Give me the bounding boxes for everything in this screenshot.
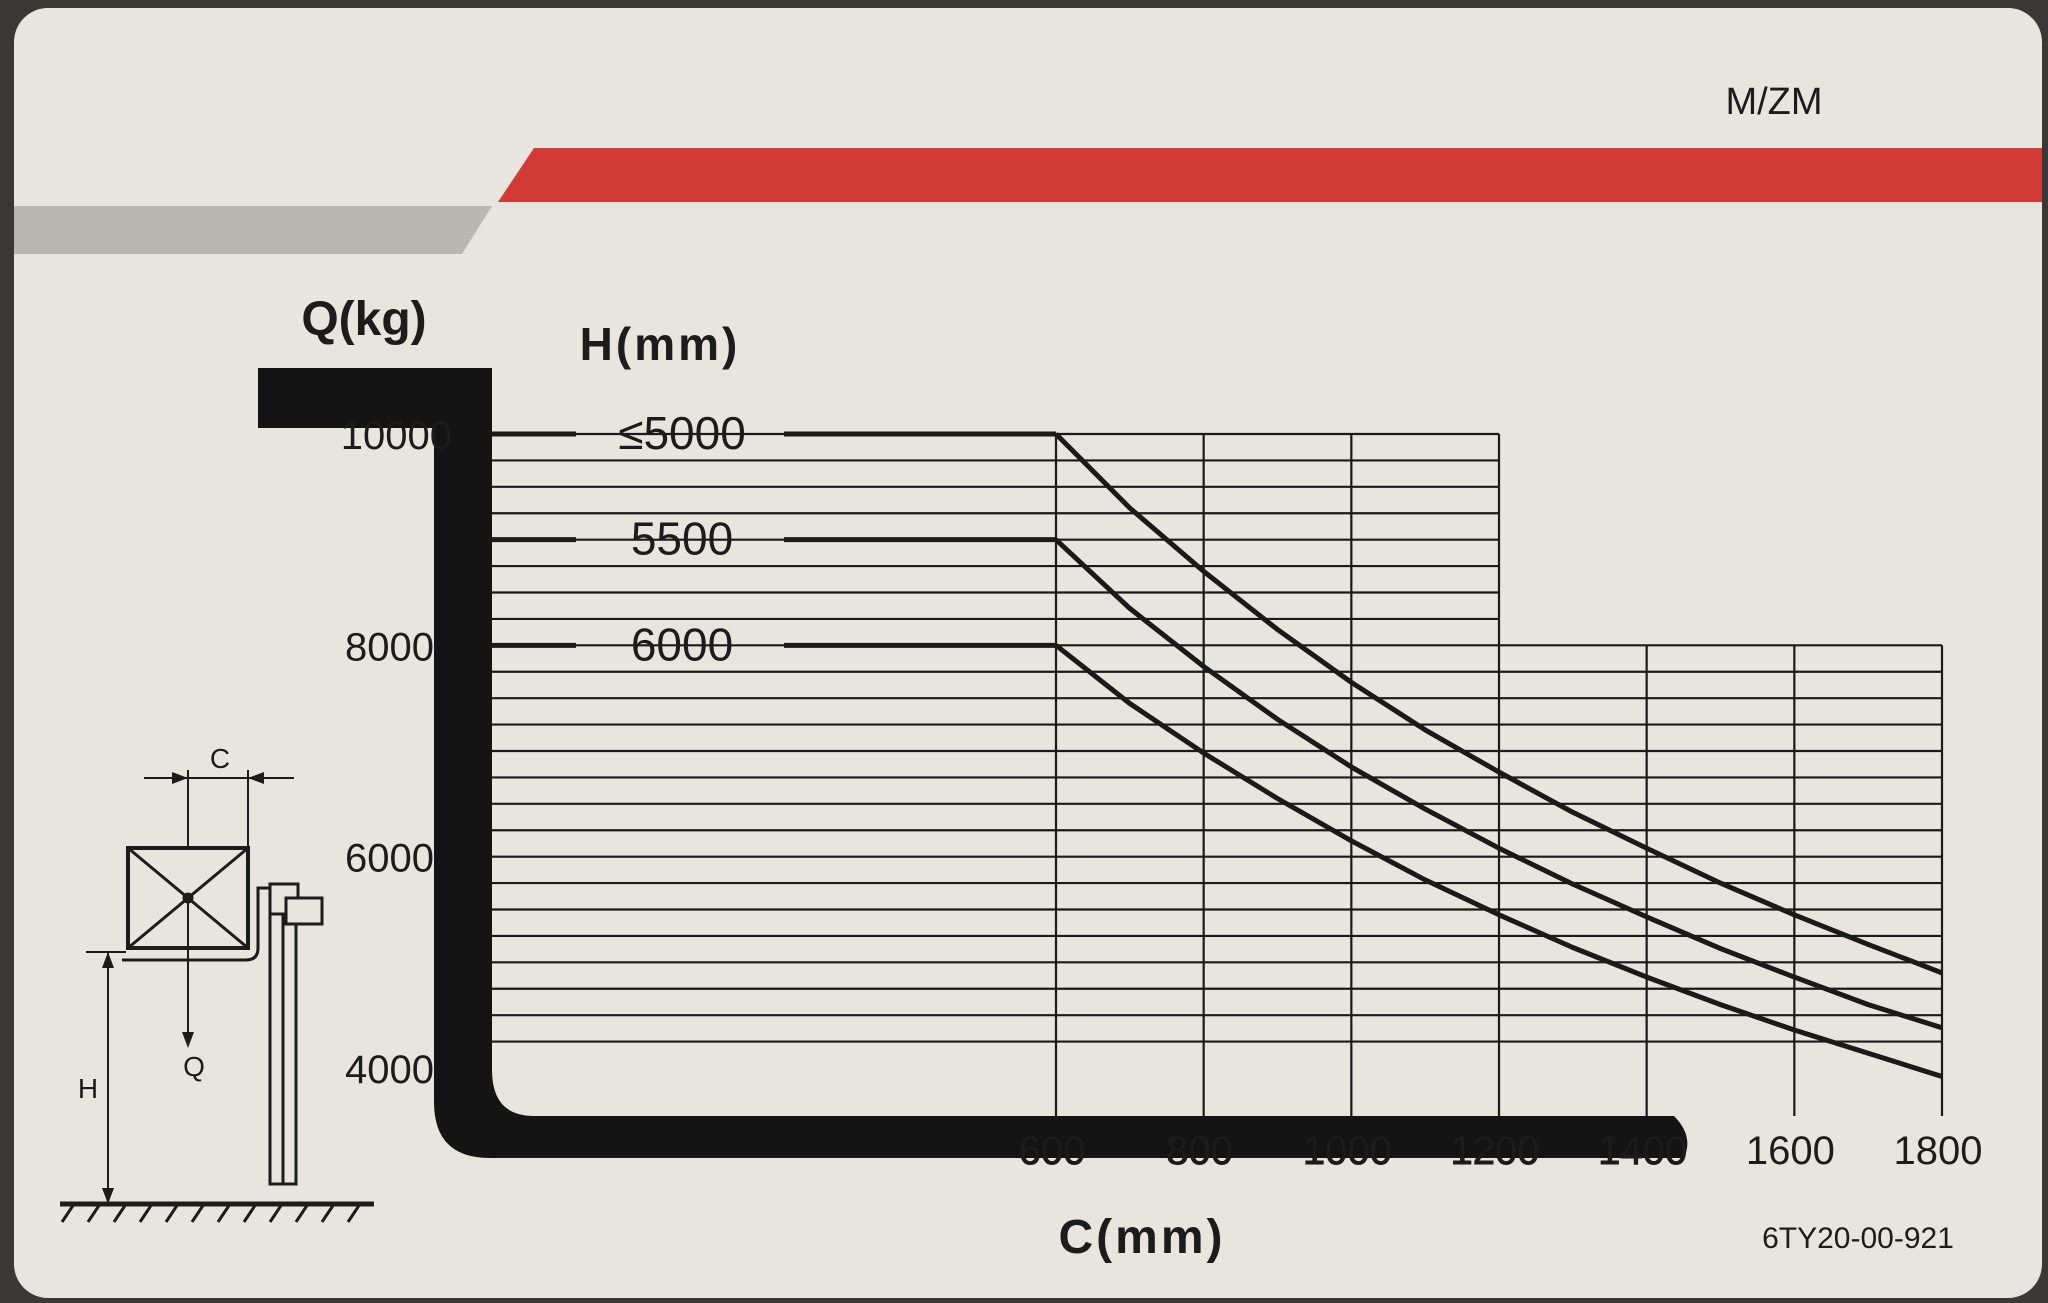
x-tick-label: 1600 [1746,1129,1835,1173]
x-tick-label: 1200 [1451,1129,1540,1173]
series-line [1054,643,1943,1079]
load-curves [492,431,1943,1079]
series-line [1054,537,1943,1031]
load-chart-plate: M/ZM Q(kg) H(mm) C(mm) 4000 6000 8000 10000… [14,8,2042,1298]
series-line [1054,432,1943,976]
y-tick-labels: 4000 6000 8000 10000 [341,414,452,1092]
y-tick-label: 6000 [345,837,434,881]
x-axis-bar [1054,1116,1688,1158]
x-tick-label: 1400 [1598,1129,1687,1173]
series-header: H(mm) [580,318,741,370]
y-tick-label: 10000 [341,414,452,458]
load-capacity-chart: M/ZM Q(kg) H(mm) C(mm) 4000 6000 8000 10000… [14,81,2042,1264]
x-tick-label: 800 [1166,1129,1233,1173]
part-number: 6TY20-00-921 [1762,1222,1954,1255]
series-label: 6000 [631,618,733,670]
x-tick-label: 1000 [1303,1129,1392,1173]
y-axis-title: Q(kg) [301,293,426,346]
series-labels: ≤5000 5500 6000 [618,407,746,670]
x-axis-title: C(mm) [1059,1211,1226,1264]
y-tick-label: 8000 [345,625,434,669]
series-label: 5500 [631,513,733,565]
forklift-diagram-icon [60,770,374,1223]
q-load-label: Q [183,1051,205,1082]
x-tick-labels: 600 800 1000 1200 1400 1600 1800 [1018,1129,1983,1174]
grey-stripe [14,206,492,254]
h-height-label: H [78,1073,98,1104]
x-tick-label: 1800 [1894,1129,1983,1173]
red-stripe [498,148,2042,202]
y-tick-label: 4000 [345,1048,434,1092]
y-axis-bar [258,368,1074,1158]
c-dimension-label: C [210,743,230,774]
series-label: ≤5000 [618,407,746,459]
chart-grid [492,432,1944,1116]
x-tick-label: 600 [1019,1129,1086,1173]
model-code: M/ZM [1725,81,1822,123]
